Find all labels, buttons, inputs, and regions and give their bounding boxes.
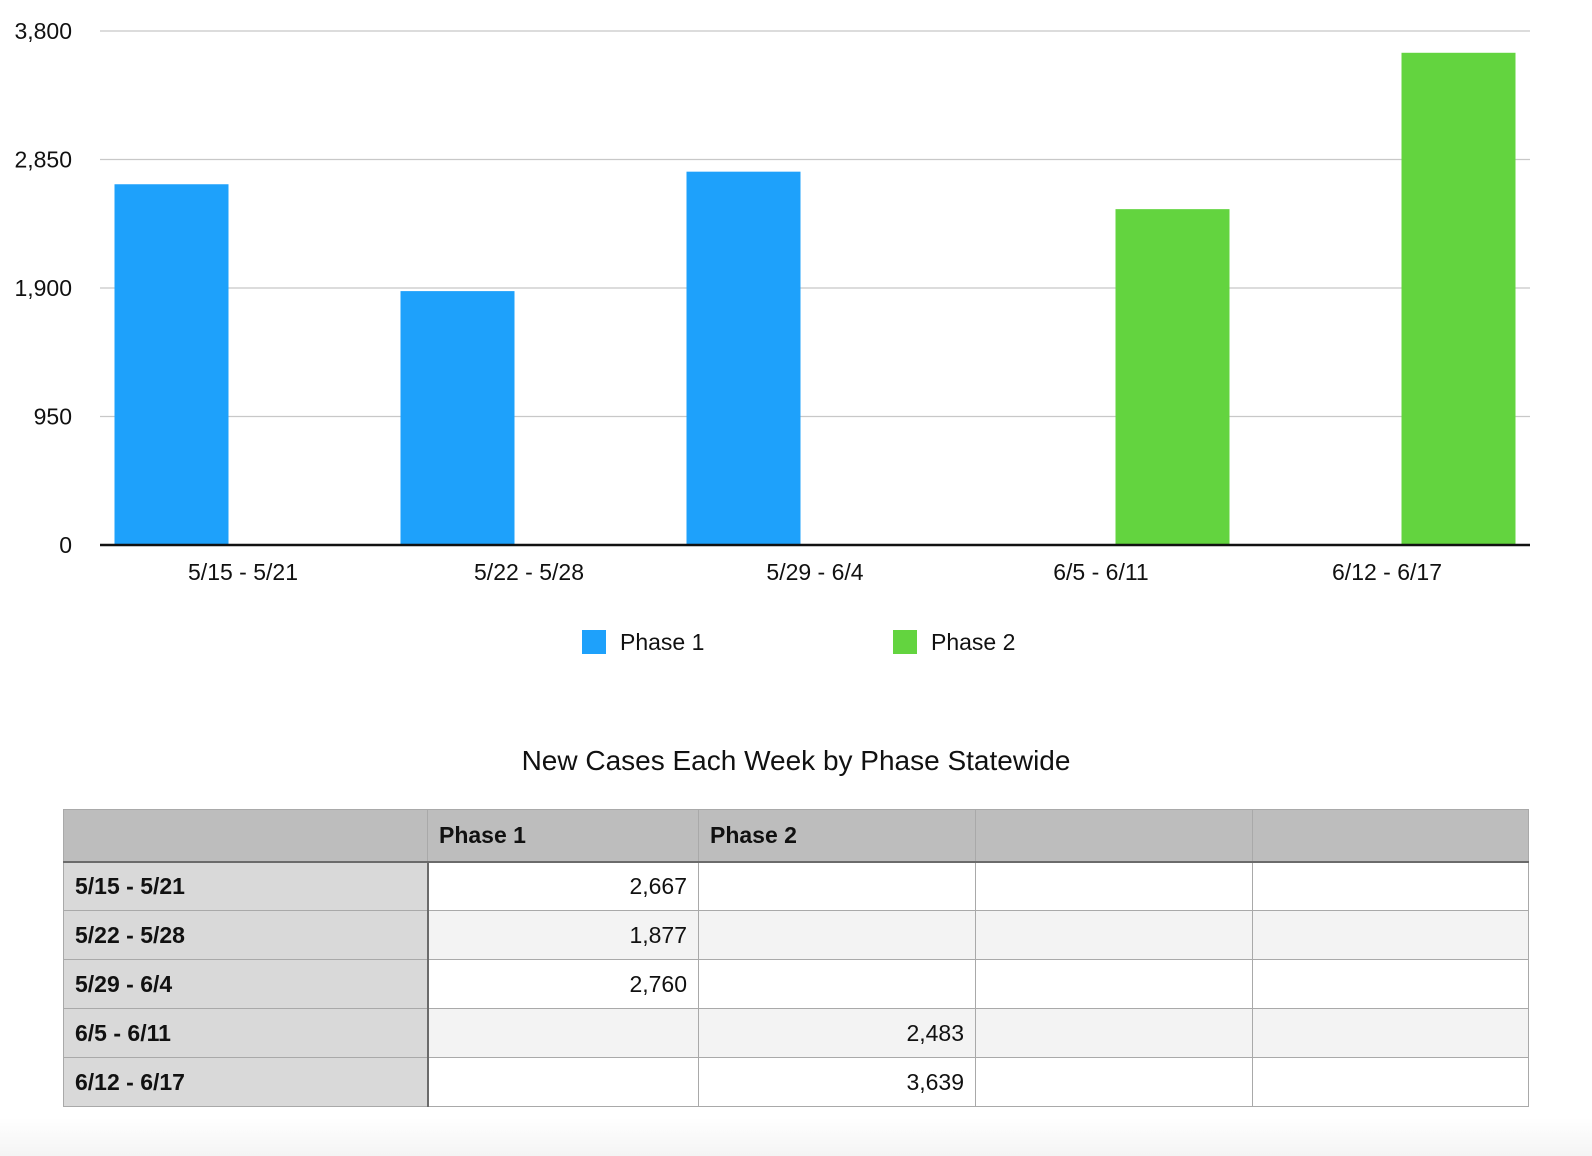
table-cell (975, 959, 1253, 1009)
table-cell (698, 910, 976, 960)
table-header-phase-1: Phase 1 (427, 809, 699, 863)
table-cell (698, 959, 976, 1009)
legend-swatch (582, 630, 606, 654)
x-tick-label: 6/12 - 6/17 (1332, 559, 1442, 585)
x-tick-label: 6/5 - 6/11 (1053, 559, 1148, 585)
table-cell (975, 910, 1253, 960)
table-cell (1252, 1057, 1529, 1107)
y-axis-tick-labels: 0 950 1,900 2,850 3,800 (14, 18, 72, 558)
x-tick-label: 5/22 - 5/28 (474, 559, 584, 585)
row-label: 5/29 - 6/4 (63, 959, 429, 1009)
x-axis-tick-labels: 5/15 - 5/21 5/22 - 5/28 5/29 - 6/4 6/5 - 6/… (188, 559, 1442, 585)
table-cell (975, 861, 1253, 911)
table-cell (975, 1057, 1253, 1107)
x-tick-label: 5/29 - 6/4 (766, 559, 863, 585)
table-title: New Cases Each Week by Phase Statewide (521, 745, 1071, 776)
row-label: 5/22 - 5/28 (63, 910, 429, 960)
table-cell (427, 1057, 699, 1107)
table-cell: 2,667 (427, 861, 699, 911)
table-cell (1252, 861, 1529, 911)
table-cell: 3,639 (698, 1057, 976, 1107)
y-tick-label: 3,800 (14, 18, 72, 44)
y-tick-label: 1,900 (14, 275, 72, 301)
y-tick-label: 950 (34, 404, 72, 430)
legend-swatch (893, 630, 917, 654)
bars (114, 52, 1516, 545)
data-table: Phase 1 Phase 2 5/15 - 5/21 2,667 5/22 -… (63, 809, 1529, 1107)
bar (686, 171, 801, 545)
table-row: 5/22 - 5/28 1,877 (63, 910, 1529, 960)
bar-chart: 0 950 1,900 2,850 3,800 5/15 - 5/21 5/22 - 5/… (14, 18, 1530, 655)
legend: Phase 1 Phase 2 (582, 629, 1015, 655)
y-tick-label: 2,850 (14, 147, 72, 173)
table-header-corner (63, 809, 428, 863)
row-label: 6/12 - 6/17 (63, 1057, 429, 1107)
table-cell: 1,877 (427, 910, 699, 960)
table-row: 6/12 - 6/17 3,639 (63, 1057, 1529, 1107)
table-cell (427, 1008, 699, 1058)
table-header-empty (975, 809, 1253, 863)
table-row: 5/29 - 6/4 2,760 (63, 959, 1529, 1009)
x-tick-label: 5/15 - 5/21 (188, 559, 298, 585)
table-row: 6/5 - 6/11 2,483 (63, 1008, 1529, 1058)
gridlines (100, 30, 1530, 418)
table-cell: 2,483 (698, 1008, 976, 1058)
row-label: 5/15 - 5/21 (63, 861, 429, 911)
table-cell (975, 1008, 1253, 1058)
table-header-row: Phase 1 Phase 2 (63, 809, 1529, 863)
bar (114, 184, 229, 545)
row-label: 6/5 - 6/11 (63, 1008, 429, 1058)
table-header-empty (1252, 809, 1529, 863)
table-row: 5/15 - 5/21 2,667 (63, 861, 1529, 911)
table-cell: 2,760 (427, 959, 699, 1009)
table-cell (1252, 959, 1529, 1009)
bar (400, 291, 515, 545)
table-cell (1252, 910, 1529, 960)
legend-label: Phase 1 (620, 629, 704, 655)
bar (1115, 209, 1230, 545)
y-tick-label: 0 (59, 532, 72, 558)
bottom-fade (0, 1118, 1592, 1156)
table-header-phase-2: Phase 2 (698, 809, 976, 863)
table-cell (1252, 1008, 1529, 1058)
legend-label: Phase 2 (931, 629, 1015, 655)
table-cell (698, 861, 976, 911)
bar (1401, 52, 1516, 545)
